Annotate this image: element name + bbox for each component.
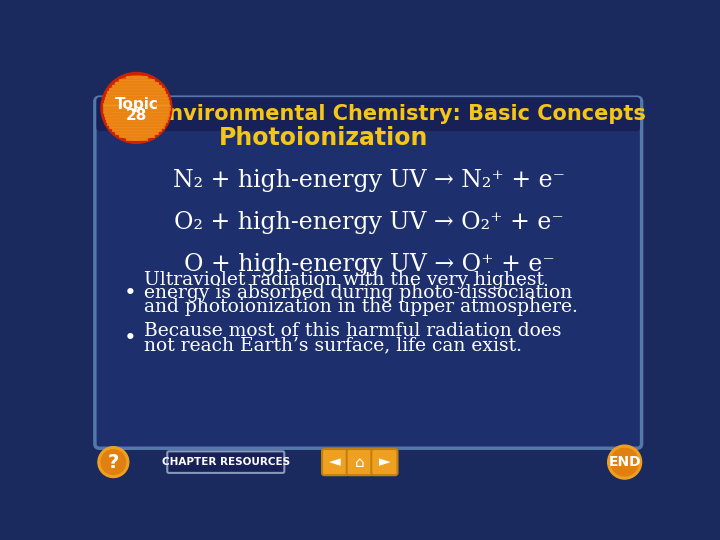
Text: END: END [608,455,641,469]
Text: CHAPTER RESOURCES: CHAPTER RESOURCES [162,457,290,467]
Circle shape [104,76,168,140]
Text: O₂ + high-energy UV → O₂⁺ + e⁻: O₂ + high-energy UV → O₂⁺ + e⁻ [174,211,564,234]
Text: Topic: Topic [114,97,158,112]
FancyBboxPatch shape [346,449,373,475]
Text: energy is absorbed during photo-dissociation: energy is absorbed during photo-dissocia… [144,285,572,302]
Text: Ultraviolet radiation with the very highest: Ultraviolet radiation with the very high… [144,271,544,288]
Text: Photoionization: Photoionization [219,126,428,150]
Text: and photoionization in the upper atmosphere.: and photoionization in the upper atmosph… [144,298,578,316]
FancyBboxPatch shape [95,97,642,448]
Text: ◄: ◄ [329,455,341,470]
FancyBboxPatch shape [96,97,640,131]
Text: 28: 28 [126,108,147,123]
Text: ►: ► [379,455,390,470]
Circle shape [608,445,642,479]
Text: ?: ? [108,453,119,471]
FancyBboxPatch shape [167,451,284,473]
Text: not reach Earth’s surface, life can exist.: not reach Earth’s surface, life can exis… [144,336,522,354]
FancyBboxPatch shape [372,449,397,475]
Text: Environmental Chemistry: Basic Concepts: Environmental Chemistry: Basic Concepts [154,104,646,124]
Circle shape [98,447,129,477]
Text: Because most of this harmful radiation does: Because most of this harmful radiation d… [144,322,562,340]
Text: ⌂: ⌂ [355,455,364,470]
Text: O + high-energy UV → O⁺ + e⁻: O + high-energy UV → O⁺ + e⁻ [184,253,554,276]
Text: •: • [124,328,137,348]
Circle shape [611,448,639,476]
Text: •: • [124,284,137,303]
Circle shape [101,450,126,475]
Circle shape [101,72,172,143]
Text: N₂ + high-energy UV → N₂⁺ + e⁻: N₂ + high-energy UV → N₂⁺ + e⁻ [173,169,565,192]
FancyBboxPatch shape [322,449,348,475]
